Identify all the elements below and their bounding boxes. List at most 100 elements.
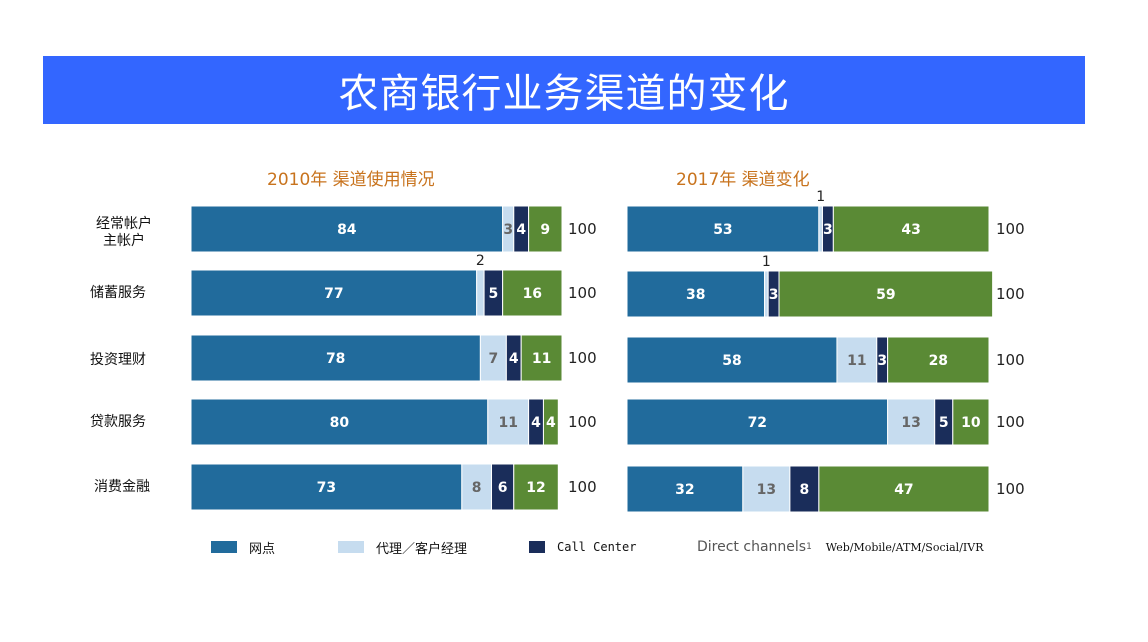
data-label-call-center-2017-row0: 3 — [823, 222, 833, 238]
total-label-2017-row0: 100 — [996, 220, 1025, 238]
data-label-branch-2010-row3: 80 — [330, 415, 350, 431]
bar-segment-direct-2010-row3 — [542, 398, 559, 446]
data-label-agent-2017-row0: 1 — [816, 189, 825, 205]
legend-item-call-center: Call Center — [529, 537, 636, 557]
row-label-line1: 贷款服务 — [90, 414, 146, 430]
total-label-2010-row1: 100 — [568, 284, 597, 302]
bar-segment-direct-2010-row1 — [502, 269, 563, 317]
data-label-agent-2017-row1: 1 — [762, 254, 771, 270]
data-label-call-center-2017-row2: 3 — [877, 353, 887, 369]
bar-segment-agent-2017-row1 — [764, 270, 769, 318]
data-label-direct-2010-row2: 11 — [532, 351, 551, 367]
legend-item-branch: 网点 — [211, 537, 275, 557]
row-label-line1: 经常帐户 — [96, 216, 152, 232]
data-label-call-center-2010-row1: 5 — [488, 286, 498, 302]
legend-item-direct: Direct channels 1 Web/Mobile/ATM/Social/I… — [697, 537, 983, 557]
total-label-2017-row2: 100 — [996, 351, 1025, 369]
bar-segment-direct-2010-row4 — [513, 463, 559, 511]
bar-segment-direct-2017-row0 — [832, 205, 990, 253]
legend-footnote-mark: 1 — [806, 542, 812, 552]
data-label-agent-2010-row1: 2 — [476, 253, 485, 269]
data-label-call-center-2010-row3: 4 — [531, 415, 541, 431]
bar-segment-direct-2017-row4 — [818, 465, 990, 513]
data-label-branch-2010-row1: 77 — [324, 286, 343, 302]
data-label-direct-2010-row3: 4 — [546, 415, 556, 431]
row-label-checking: 经常帐户 主帐户 — [64, 216, 184, 250]
data-label-agent-2017-row3: 13 — [901, 415, 920, 431]
data-label-branch-2017-row3: 72 — [748, 415, 767, 431]
data-label-direct-2017-row0: 43 — [901, 222, 920, 238]
data-label-direct-2017-row4: 47 — [894, 482, 913, 498]
data-label-agent-2010-row2: 7 — [488, 351, 498, 367]
bar-segment-branch-2017-row4 — [626, 465, 744, 513]
bar-segment-agent-2010-row3 — [487, 398, 530, 446]
data-label-direct-2010-row1: 16 — [523, 286, 542, 302]
data-label-call-center-2010-row4: 6 — [498, 480, 508, 496]
page-title: 农商银行业务渠道的变化 — [338, 71, 790, 117]
total-label-2010-row3: 100 — [568, 413, 597, 431]
legend-item-agent: 代理／客户经理 — [338, 537, 467, 557]
data-label-branch-2010-row4: 73 — [317, 480, 336, 496]
row-label-investment: 投资理财 — [58, 352, 178, 369]
data-label-agent-2017-row2: 11 — [847, 353, 866, 369]
total-label-2017-row4: 100 — [996, 480, 1025, 498]
bar-segment-direct-2017-row1 — [778, 270, 994, 318]
chart-title-2017: 2017年 渠道变化 — [676, 170, 810, 190]
total-label-2017-row3: 100 — [996, 413, 1025, 431]
chart-title-2010: 2010年 渠道使用情况 — [267, 170, 435, 190]
data-label-direct-2017-row3: 10 — [961, 415, 981, 431]
row-label-loans: 贷款服务 — [58, 414, 178, 431]
legend-swatch-branch — [211, 541, 237, 553]
bar-segment-agent-2010-row4 — [461, 463, 493, 511]
data-label-branch-2017-row1: 38 — [686, 287, 705, 303]
bar-segment-agent-2010-row1 — [476, 269, 485, 317]
legend-label-branch: 网点 — [249, 541, 276, 557]
bar-segment-branch-2010-row2 — [190, 334, 481, 382]
row-label-line1: 消费金融 — [94, 479, 150, 495]
legend-label-direct: Direct channels — [697, 539, 807, 555]
data-label-direct-2017-row1: 59 — [876, 287, 895, 303]
title-banner: 农商银行业务渠道的变化 — [43, 56, 1085, 124]
row-label-line2: 主帐户 — [103, 233, 145, 249]
bar-segment-branch-2010-row1 — [190, 269, 478, 317]
data-label-call-center-2010-row2: 4 — [509, 351, 519, 367]
bar-segment-call-center-2017-row4 — [789, 465, 820, 513]
data-label-call-center-2010-row0: 4 — [516, 222, 526, 238]
bar-segment-direct-2017-row3 — [952, 398, 990, 446]
bar-segment-agent-2017-row0 — [818, 205, 823, 253]
total-label-2010-row2: 100 — [568, 349, 597, 367]
data-label-agent-2010-row4: 8 — [472, 480, 482, 496]
data-label-branch-2010-row0: 84 — [337, 222, 357, 238]
legend-label-agent: 代理／客户经理 — [376, 541, 468, 557]
data-label-direct-2010-row4: 12 — [526, 480, 545, 496]
data-label-direct-2017-row2: 28 — [929, 353, 948, 369]
bar-segment-agent-2017-row4 — [742, 465, 791, 513]
total-label-2010-row4: 100 — [568, 478, 597, 496]
total-label-2017-row1: 100 — [996, 285, 1025, 303]
row-label-line1: 储蓄服务 — [90, 285, 146, 301]
bar-segment-agent-2017-row3 — [887, 398, 936, 446]
data-label-agent-2017-row4: 13 — [757, 482, 776, 498]
bar-segment-direct-2017-row2 — [887, 336, 990, 384]
data-label-call-center-2017-row3: 5 — [939, 415, 949, 431]
row-label-consumer-finance: 消费金融 — [62, 479, 182, 496]
data-label-branch-2017-row2: 58 — [722, 353, 741, 369]
data-label-direct-2010-row0: 9 — [540, 222, 550, 238]
bar-segment-direct-2010-row0 — [528, 205, 563, 253]
data-label-branch-2017-row4: 32 — [675, 482, 694, 498]
data-label-call-center-2017-row1: 3 — [769, 287, 779, 303]
bar-segment-branch-2010-row3 — [190, 398, 489, 446]
total-label-2010-row0: 100 — [568, 220, 597, 238]
legend-label-call-center: Call Center — [557, 540, 637, 554]
data-label-agent-2010-row3: 11 — [498, 415, 517, 431]
bar-segment-agent-2010-row2 — [479, 334, 507, 382]
data-label-call-center-2017-row4: 8 — [800, 482, 810, 498]
data-label-branch-2017-row0: 53 — [713, 222, 732, 238]
data-label-agent-2010-row0: 3 — [503, 222, 513, 238]
bar-segment-direct-2010-row2 — [520, 334, 563, 382]
legend-label-direct-desc: Web/Mobile/ATM/Social/IVR — [825, 540, 984, 554]
data-label-branch-2010-row2: 78 — [326, 351, 345, 367]
row-label-savings: 储蓄服务 — [58, 285, 178, 302]
row-label-line1: 投资理财 — [90, 352, 146, 368]
